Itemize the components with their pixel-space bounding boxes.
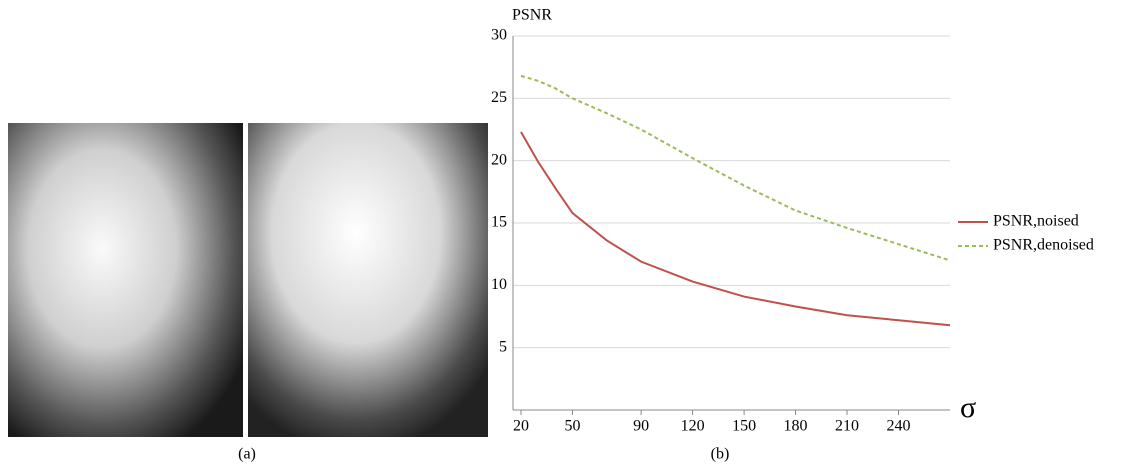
x-tick-label: 210: [835, 418, 859, 435]
y-axis-label: PSNR: [512, 7, 552, 24]
image-denoised: [248, 123, 488, 437]
y-tick-label: 30: [491, 27, 507, 44]
legend-label: PSNR,noised: [993, 213, 1079, 230]
y-tick-label: 20: [491, 151, 507, 168]
caption: (b): [711, 446, 730, 463]
caption: (a): [238, 446, 256, 463]
image-noisy: [8, 123, 243, 437]
x-tick-label: 50: [564, 418, 580, 435]
x-tick-label: 180: [784, 418, 808, 435]
x-axis-label: σ: [960, 391, 976, 424]
x-tick-label: 20: [513, 418, 529, 435]
y-tick-label: 25: [491, 89, 507, 106]
series-line: [520, 74, 951, 262]
x-tick-label: 240: [887, 418, 911, 435]
x-tick-label: 90: [633, 418, 649, 435]
y-tick-label: 10: [491, 276, 507, 293]
x-tick-label: 120: [681, 418, 705, 435]
x-tick-label: 150: [732, 418, 756, 435]
y-tick-label: 5: [499, 338, 507, 355]
y-tick-label: 15: [491, 214, 507, 231]
legend-label: PSNR,denoised: [993, 237, 1094, 254]
series-line: [520, 131, 951, 327]
